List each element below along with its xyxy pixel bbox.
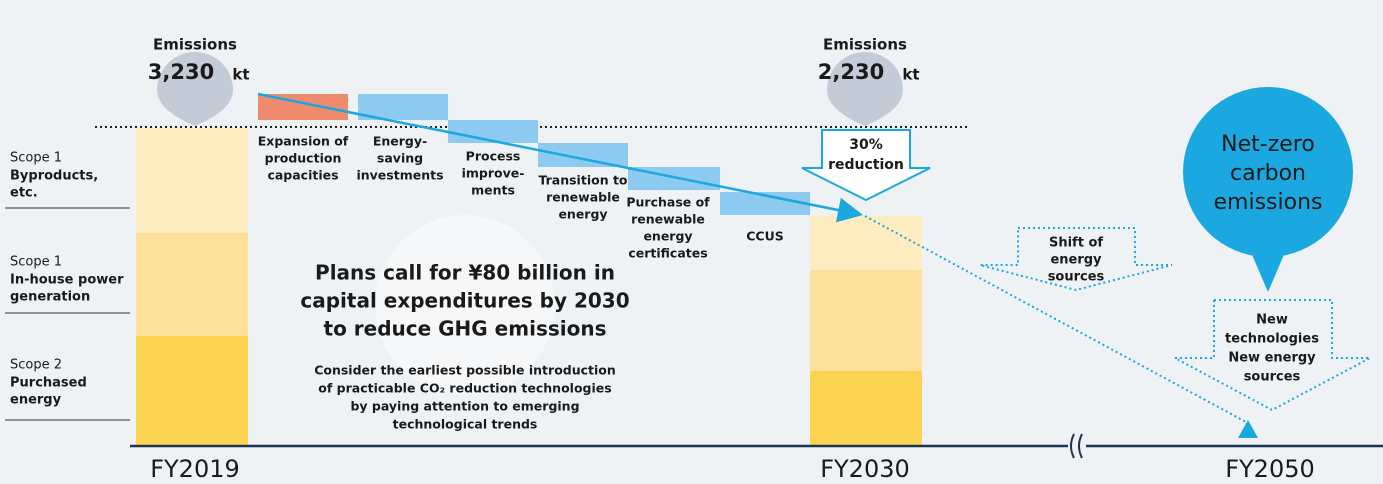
headline: capital expenditures by 2030	[300, 289, 629, 313]
emissions-amount: 3,230	[148, 60, 214, 84]
measure-label: certificates	[628, 246, 707, 261]
reduction-arrow	[801, 129, 931, 202]
scope-label: Scope 1	[10, 255, 62, 270]
measure-label: Process	[466, 149, 521, 164]
shift-label: sources	[1048, 270, 1105, 285]
note: technological trends	[393, 417, 538, 432]
scope-label: Scope 2	[10, 358, 62, 373]
year-label: FY2019	[150, 455, 240, 483]
trend-arrow	[257, 92, 863, 223]
net-zero-pointer	[1250, 250, 1286, 292]
scope-name: Byproducts,	[10, 169, 98, 184]
net-zero-label: carbon	[1230, 161, 1306, 186]
new-tech-label: New	[1256, 313, 1288, 328]
measure-label: ments	[471, 183, 515, 198]
trend-dotted	[864, 215, 1247, 423]
measure-label: improve-	[462, 166, 525, 181]
new-tech-label: sources	[1244, 370, 1301, 385]
decrease-box	[538, 143, 628, 167]
new-tech-label: New energy	[1228, 351, 1316, 366]
scope-name: energy	[10, 393, 62, 408]
note: of practicable CO₂ reduction technologie…	[318, 381, 611, 396]
note: by paying attention to emerging	[350, 399, 579, 414]
measure-label: Expansion of	[258, 134, 349, 149]
shift-label: energy	[1050, 253, 1102, 268]
scope-name: In-house power	[10, 273, 124, 288]
measure-label: production	[265, 151, 342, 166]
balloon	[157, 52, 233, 126]
measure-label: CCUS	[746, 229, 784, 244]
measure-label: investments	[356, 168, 443, 183]
measure-label: Energy-	[373, 134, 427, 149]
year-label: FY2030	[820, 455, 910, 483]
emissions-heading: Emissions	[823, 36, 907, 54]
measure-label: capacities	[267, 168, 338, 183]
bar-segment	[810, 216, 922, 270]
shift-arrow	[979, 227, 1173, 292]
headline: to reduce GHG emissions	[324, 317, 607, 341]
emissions-heading: Emissions	[153, 36, 237, 54]
net-zero-label: Net-zero	[1221, 132, 1315, 157]
bar-segment	[810, 270, 922, 371]
note: Consider the earliest possible introduct…	[314, 363, 616, 378]
emissions-unit: kt	[232, 66, 249, 84]
measure-label: Purchase of	[626, 195, 710, 210]
axis-break	[1070, 433, 1083, 459]
bar-segment	[136, 336, 248, 446]
measure-label: energy	[643, 229, 692, 244]
headline: Plans call for ¥80 billion in	[315, 261, 615, 285]
scope-name: Purchased	[10, 376, 87, 391]
bar-segment	[810, 371, 922, 446]
measure-label: renewable	[631, 212, 705, 227]
decrease-box	[720, 192, 810, 215]
decrease-box	[448, 120, 538, 143]
net-zero-label: emissions	[1214, 190, 1323, 215]
decrease-box	[358, 94, 448, 120]
net-zero-circle	[1183, 87, 1353, 257]
emissions-unit: kt	[902, 66, 919, 84]
measure-label: Transition to	[538, 173, 627, 188]
emissions-amount: 2,230	[818, 60, 884, 84]
balloon	[827, 52, 903, 126]
reduction-label: 30%	[849, 137, 883, 153]
bar-segment	[136, 233, 248, 336]
shift-label: Shift of	[1049, 236, 1103, 251]
scope-name: generation	[10, 290, 90, 305]
measure-label: energy	[558, 207, 607, 222]
scope-label: Scope 1	[10, 151, 62, 166]
backdrop-circle	[375, 215, 555, 395]
measure-label: saving	[377, 151, 423, 166]
new-tech-label: technologies	[1225, 332, 1319, 347]
scope-name: etc.	[10, 186, 38, 201]
reduction-label: reduction	[828, 157, 904, 173]
measure-label: renewable	[546, 190, 620, 205]
arrow-head	[1238, 420, 1258, 438]
bar-segment	[136, 128, 248, 233]
year-label: FY2050	[1225, 455, 1315, 483]
increase-box	[258, 94, 348, 120]
